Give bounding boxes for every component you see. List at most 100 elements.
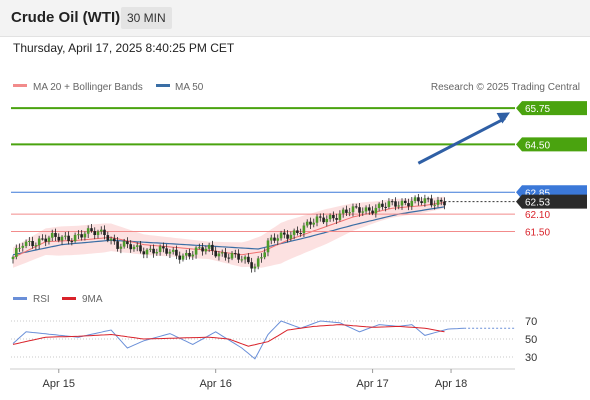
candle-body	[224, 252, 227, 258]
candle-body	[83, 233, 87, 238]
candle	[67, 231, 70, 245]
candle-body	[201, 247, 204, 252]
candle-body	[381, 203, 384, 207]
candle-body	[250, 262, 253, 269]
candle	[338, 210, 342, 222]
candle-body	[93, 231, 96, 235]
candle	[423, 194, 427, 207]
candle-body	[263, 252, 266, 258]
candle	[106, 231, 110, 243]
candle-body	[240, 259, 244, 261]
candle	[234, 249, 237, 258]
candle	[384, 202, 387, 212]
candle-body	[325, 219, 329, 223]
candle-body	[188, 253, 191, 257]
candle-body	[44, 238, 47, 242]
candle	[175, 245, 178, 260]
candle	[44, 234, 47, 247]
candle-body	[279, 232, 283, 239]
candle	[439, 197, 443, 206]
candle-body	[60, 236, 64, 241]
candle-body	[394, 201, 397, 207]
candle	[417, 193, 420, 206]
candle-body	[315, 216, 319, 223]
candle	[135, 242, 139, 252]
chart-header: Crude Oil (WTI) 30 MIN	[0, 0, 590, 37]
candle-body	[332, 215, 335, 219]
candle	[319, 213, 322, 222]
candle-body	[217, 253, 221, 257]
candle	[305, 219, 309, 228]
level-tag-label: 65.75	[525, 104, 550, 115]
candle-body	[122, 241, 126, 247]
candle	[394, 197, 397, 211]
candle-body	[113, 238, 116, 242]
candle	[299, 228, 302, 237]
timeframe-badge[interactable]: 30 MIN	[121, 7, 172, 29]
candle-body	[413, 197, 417, 201]
candle-body	[57, 236, 61, 241]
candle	[273, 233, 276, 244]
candle-body	[364, 207, 368, 212]
candle	[283, 229, 286, 239]
candle	[191, 251, 195, 260]
candle-body	[312, 222, 315, 225]
candle	[220, 249, 224, 257]
level-tag-label: 62.10	[525, 210, 550, 221]
candle-body	[126, 241, 129, 245]
level-tag-label: 61.50	[525, 228, 550, 239]
ma20-legend-swatch	[13, 84, 27, 87]
candle	[142, 247, 146, 259]
candle	[162, 242, 165, 253]
candle-body	[433, 204, 436, 206]
candle-body	[319, 216, 322, 218]
candle	[361, 207, 365, 216]
candle-body	[139, 245, 142, 252]
level-tag-shape	[516, 137, 587, 152]
time-axis-label: Apr 15	[43, 378, 75, 390]
rsi-ma-legend-label: 9MA	[82, 294, 103, 305]
candle	[145, 248, 149, 259]
candle	[345, 205, 348, 216]
candle	[413, 195, 417, 204]
candle	[41, 234, 44, 241]
candle	[397, 201, 400, 210]
candle-body	[70, 241, 74, 243]
rsi-tick-70: 70	[525, 316, 537, 328]
candle-body	[116, 241, 119, 249]
candle-body	[387, 201, 391, 207]
candle	[387, 198, 391, 209]
candle	[194, 246, 198, 259]
candle-body	[15, 248, 18, 257]
candle-body	[214, 250, 217, 257]
candle	[292, 228, 296, 240]
ma20-legend-label: MA 20 + Bollinger Bands	[33, 82, 143, 93]
candle	[371, 206, 374, 216]
candle-body	[420, 201, 423, 203]
candle-body	[410, 200, 414, 207]
candle	[54, 228, 57, 241]
candle-body	[404, 200, 407, 203]
candle-body	[243, 256, 247, 260]
candle	[312, 218, 315, 228]
candle-body	[276, 238, 280, 241]
candle-body	[77, 234, 80, 236]
candle-body	[18, 247, 21, 249]
candle-body	[338, 213, 342, 220]
candle-body	[54, 233, 57, 237]
candle-body	[296, 230, 299, 233]
candle-body	[384, 206, 387, 208]
candle-body	[34, 245, 38, 247]
candle	[64, 231, 67, 240]
candle-body	[289, 234, 293, 239]
candle	[404, 198, 407, 206]
candle-body	[41, 238, 44, 240]
candle	[430, 194, 433, 208]
candle	[309, 217, 312, 229]
candle-body	[234, 253, 237, 255]
candle	[18, 243, 21, 252]
candle	[204, 245, 208, 255]
candle-body	[175, 249, 178, 256]
candle-body	[309, 221, 312, 225]
candle-body	[80, 234, 83, 238]
